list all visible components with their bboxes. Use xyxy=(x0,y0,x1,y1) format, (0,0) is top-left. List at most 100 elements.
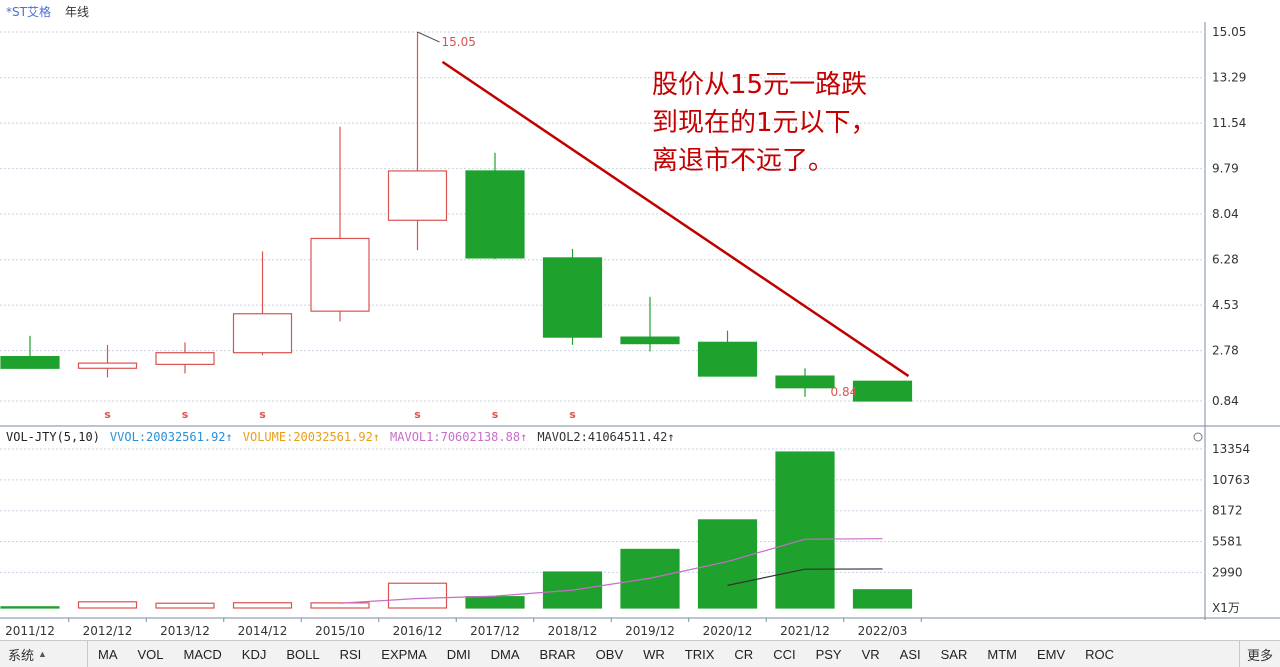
volume-bar xyxy=(310,602,370,609)
tab-psy[interactable]: PSY xyxy=(815,646,842,662)
volume-bar xyxy=(852,589,913,609)
signal-marker: s xyxy=(259,408,266,421)
volume-unit-label: X1万 xyxy=(1212,601,1240,615)
price-tick-label: 6.28 xyxy=(1212,253,1239,267)
mavol2-value: MAVOL2:41064511.42↑ xyxy=(537,430,675,444)
chevron-up-icon: ▲ xyxy=(38,649,47,659)
tab-dmi[interactable]: DMI xyxy=(446,646,471,662)
signal-marker: s xyxy=(569,408,576,421)
volume-bar xyxy=(775,451,835,609)
downtrend-line xyxy=(441,60,910,378)
x-tick-label: 2014/12 xyxy=(238,624,288,638)
indicator-tabs: MA VOL MACD KDJ BOLL RSI EXPMA DMI DMA BRAR OBV WR T… xyxy=(88,647,1124,662)
candle-body xyxy=(310,237,370,312)
high-leader-line xyxy=(417,31,440,43)
system-label: 系统 xyxy=(8,647,35,663)
tab-macd[interactable]: MACD xyxy=(183,646,222,662)
tab-expma[interactable]: EXPMA xyxy=(381,646,427,662)
x-tick-label: 2013/12 xyxy=(160,624,210,638)
price-tick-label: 8.04 xyxy=(1212,207,1239,221)
volume-tick-label: 2990 xyxy=(1212,565,1243,579)
stock-symbol[interactable]: *ST艾格 xyxy=(6,4,51,19)
x-tick-label: 2016/12 xyxy=(393,624,443,638)
volume-tick-label: 8172 xyxy=(1212,504,1243,518)
signal-marker: s xyxy=(182,408,189,421)
tab-wr[interactable]: WR xyxy=(643,646,665,662)
price-tick-label: 0.84 xyxy=(1212,394,1239,408)
system-menu[interactable]: 系统 ▲ xyxy=(0,641,88,667)
x-tick-label: 2020/12 xyxy=(703,624,753,638)
signal-marker: s xyxy=(492,408,499,421)
candle-body xyxy=(387,170,448,221)
candle-body xyxy=(852,380,913,402)
volume-bar xyxy=(697,519,758,609)
volume-bar xyxy=(387,582,448,609)
volume-tick-label: 10763 xyxy=(1212,473,1250,487)
annotation-line-1: 股价从15元一路跌 xyxy=(652,70,868,100)
tab-boll[interactable]: BOLL xyxy=(286,646,320,662)
price-tick-label: 9.79 xyxy=(1212,162,1239,176)
tab-brar[interactable]: BRAR xyxy=(539,646,576,662)
settings-icon xyxy=(1193,432,1203,442)
low-price-label: 0.84 xyxy=(831,385,858,399)
more-label: 更多 xyxy=(1246,647,1273,663)
x-tick-label: 2022/03 xyxy=(858,624,908,638)
tab-mtm[interactable]: MTM xyxy=(987,646,1017,662)
candle-body xyxy=(542,257,603,338)
annotation-line-3: 离退市不远了。 xyxy=(652,146,835,176)
price-tick-label: 4.53 xyxy=(1212,298,1239,312)
volume-tick-label: 13354 xyxy=(1212,442,1250,456)
tab-cr[interactable]: CR xyxy=(734,646,754,662)
x-tick-label: 2021/12 xyxy=(780,624,830,638)
annotation-line-2: 到现在的1元以下， xyxy=(652,108,877,138)
mavol1-line xyxy=(339,538,883,604)
candle-body xyxy=(232,313,293,354)
candle-body xyxy=(697,341,758,377)
price-tick-label: 15.05 xyxy=(1212,25,1246,39)
candle-body xyxy=(77,362,138,369)
price-annotation: 股价从15元一路跌 到现在的1元以下， 离退市不远了。 xyxy=(652,66,877,180)
tab-rsi[interactable]: RSI xyxy=(339,646,362,662)
vvol-value: VVOL:20032561.92↑ xyxy=(109,430,233,444)
indicator-tab-bar: 系统 ▲ MA VOL MACD KDJ BOLL RSI EXPMA DMI DMA BRAR O… xyxy=(0,640,1280,667)
tab-dma[interactable]: DMA xyxy=(490,646,520,662)
candle-body xyxy=(465,170,525,259)
chart-header: *ST艾格 年线 xyxy=(0,0,89,22)
volume-bar xyxy=(465,596,525,609)
mavol2-line xyxy=(727,568,883,586)
volume-tick-label: 5581 xyxy=(1212,535,1243,549)
candle-body xyxy=(620,336,680,345)
tab-obv[interactable]: OBV xyxy=(595,646,624,662)
candle-body xyxy=(155,352,215,365)
signal-marker: s xyxy=(414,408,421,421)
signal-marker: s xyxy=(104,408,111,421)
tab-asi[interactable]: ASI xyxy=(899,646,921,662)
candle-body xyxy=(775,375,835,389)
x-tick-label: 2011/12 xyxy=(5,624,55,638)
vol-indicator-name[interactable]: VOL-JTY(5,10) xyxy=(6,430,100,444)
volume-bar xyxy=(77,601,138,609)
tab-vr[interactable]: VR xyxy=(861,646,880,662)
tab-roc[interactable]: ROC xyxy=(1085,646,1115,662)
x-tick-label: 2017/12 xyxy=(470,624,520,638)
period-label[interactable]: 年线 xyxy=(64,4,89,19)
volume-value: VOLUME:20032561.92↑ xyxy=(242,430,381,444)
volume-bar xyxy=(232,602,293,609)
candle-body xyxy=(0,355,60,369)
mavol1-value: MAVOL1:70602138.88↑ xyxy=(390,430,528,444)
tab-emv[interactable]: EMV xyxy=(1036,646,1066,662)
tab-vol[interactable]: VOL xyxy=(137,646,164,662)
tab-ma[interactable]: MA xyxy=(98,646,118,662)
x-tick-label: 2015/10 xyxy=(315,624,365,638)
volume-bar xyxy=(0,606,60,609)
tab-sar[interactable]: SAR xyxy=(940,646,968,662)
price-tick-label: 11.54 xyxy=(1212,116,1246,130)
chart-svg: 15.05 0.84 s s s s s s 15.05 13.29 11.54 9.79 8.04 6… xyxy=(0,22,1280,638)
price-tick-label: 13.29 xyxy=(1212,71,1246,85)
tab-trix[interactable]: TRIX xyxy=(684,646,715,662)
tab-cci[interactable]: CCI xyxy=(773,646,796,662)
x-tick-label: 2018/12 xyxy=(548,624,598,638)
tab-kdj[interactable]: KDJ xyxy=(241,646,267,662)
more-button[interactable]: 更多 xyxy=(1239,641,1280,667)
